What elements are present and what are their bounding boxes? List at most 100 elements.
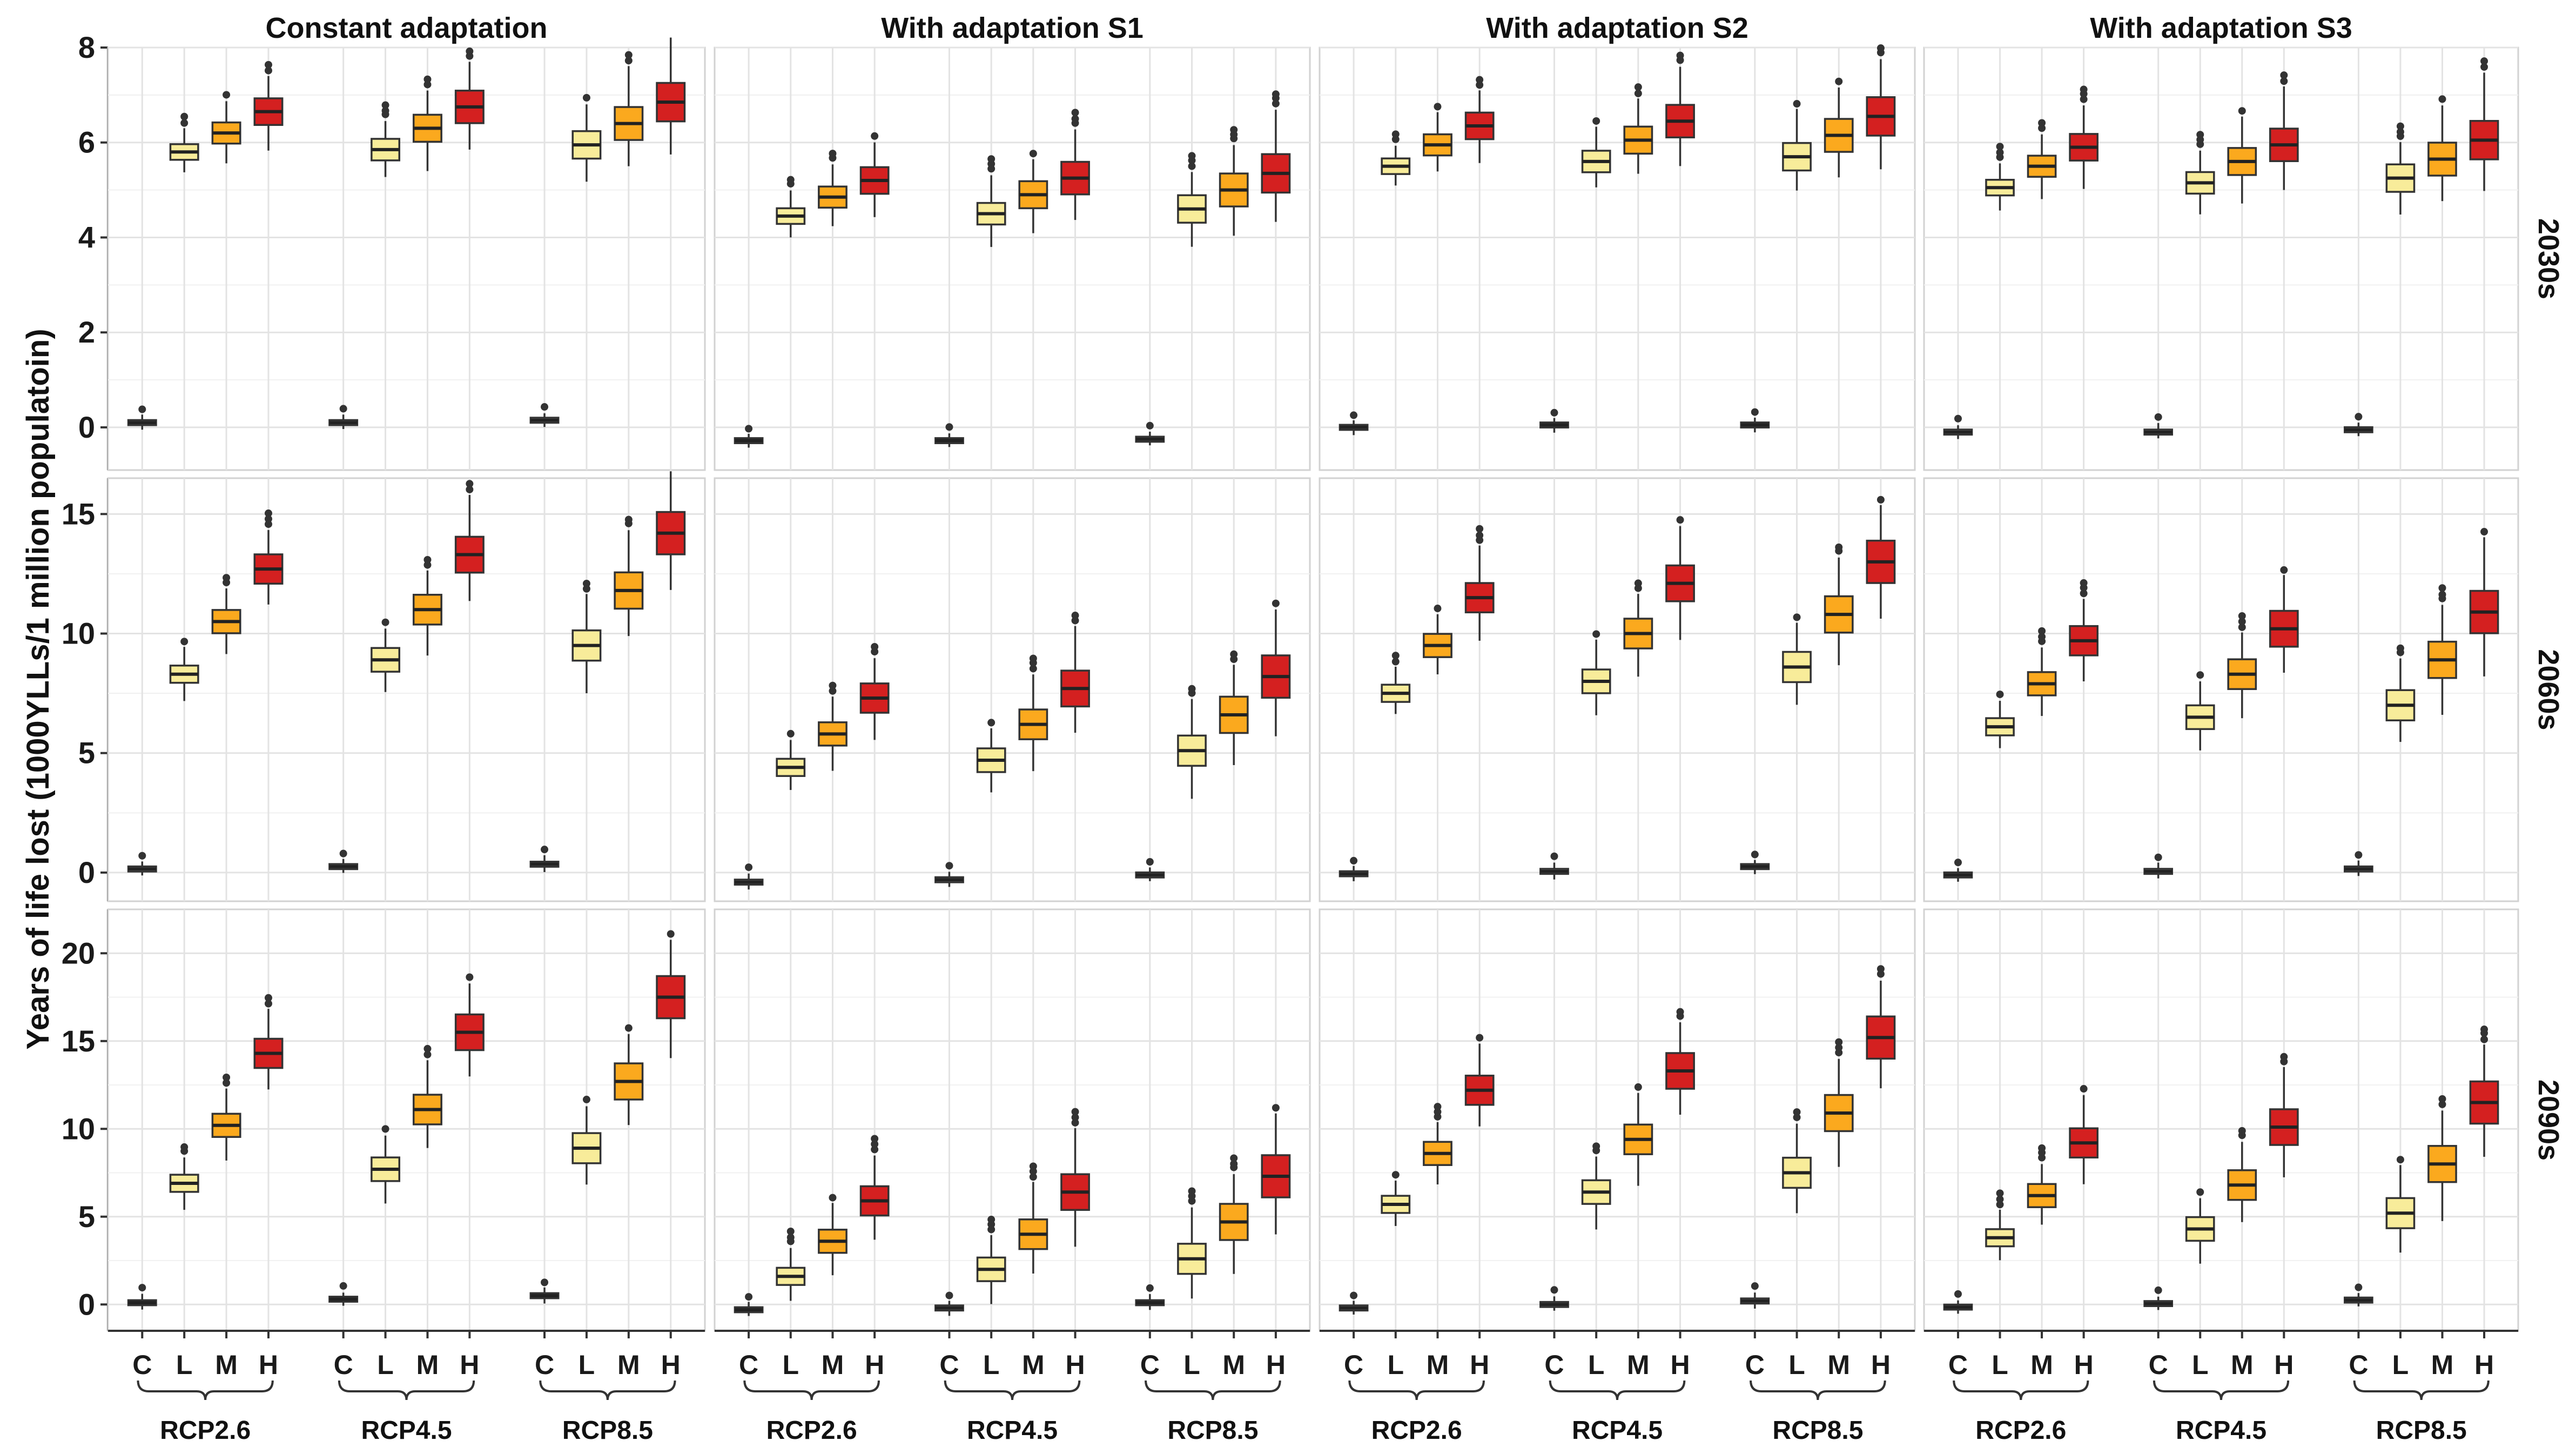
outlier-point bbox=[2080, 589, 2088, 598]
outlier-point bbox=[180, 119, 189, 127]
outlier-point bbox=[1954, 1290, 1962, 1298]
x-tick-label: L bbox=[377, 1350, 394, 1380]
group-label-RCP2.6: RCP2.6 bbox=[1975, 1416, 2066, 1445]
outlier-point bbox=[423, 75, 432, 83]
outlier-point bbox=[2438, 591, 2446, 599]
outlier-point bbox=[745, 1293, 753, 1301]
outlier-point bbox=[786, 1234, 795, 1242]
x-tick-label: C bbox=[132, 1350, 152, 1380]
outlier-point bbox=[786, 729, 795, 738]
group-label-RCP4.5: RCP4.5 bbox=[2176, 1416, 2266, 1445]
outlier-point bbox=[2080, 579, 2088, 587]
outlier-point bbox=[2480, 1026, 2488, 1034]
outlier-point bbox=[1793, 1113, 1801, 1121]
outlier-point bbox=[1029, 1162, 1037, 1170]
outlier-point bbox=[1476, 531, 1484, 539]
column-title-2: With adaptation S1 bbox=[881, 12, 1144, 44]
outlier-point bbox=[1793, 100, 1801, 108]
y-tick-label: 5 bbox=[78, 1200, 95, 1234]
outlier-point bbox=[1751, 408, 1759, 416]
outlier-point bbox=[786, 176, 795, 184]
outlier-point bbox=[381, 101, 389, 109]
outlier-point bbox=[1350, 411, 1358, 419]
x-tick-label: L bbox=[1788, 1350, 1805, 1380]
group-bracket bbox=[1549, 1380, 1686, 1401]
x-tick-label: H bbox=[1871, 1350, 1891, 1380]
outlier-point bbox=[2280, 77, 2288, 85]
panel-background bbox=[107, 477, 706, 902]
outlier-point bbox=[945, 862, 953, 870]
outlier-point bbox=[180, 638, 189, 646]
outlier-point bbox=[829, 681, 837, 689]
y-tick-label: 15 bbox=[62, 1024, 95, 1058]
x-tick-label: C bbox=[939, 1350, 959, 1380]
outlier-point bbox=[2396, 1156, 2404, 1164]
x-tick-label: M bbox=[617, 1350, 640, 1380]
outlier-point bbox=[1550, 852, 1558, 860]
x-tick-label: M bbox=[1222, 1350, 1245, 1380]
group-bracket bbox=[539, 1380, 676, 1401]
outlier-point bbox=[1996, 691, 2004, 699]
x-tick-label: L bbox=[176, 1350, 193, 1380]
outlier-point bbox=[624, 51, 633, 59]
outlier-point bbox=[541, 846, 549, 854]
outlier-point bbox=[2238, 107, 2246, 115]
group-bracket bbox=[1348, 1380, 1485, 1401]
outlier-point bbox=[223, 574, 231, 582]
group-label-RCP4.5: RCP4.5 bbox=[361, 1416, 452, 1445]
outlier-point bbox=[1146, 1284, 1154, 1292]
outlier-point bbox=[466, 485, 474, 493]
outlier-point bbox=[423, 1050, 432, 1058]
outlier-point bbox=[2080, 1085, 2088, 1093]
x-tick-label: L bbox=[2392, 1350, 2409, 1380]
x-tick-label: M bbox=[2431, 1350, 2454, 1380]
outlier-point bbox=[1188, 152, 1196, 160]
outlier-point bbox=[1071, 1118, 1079, 1127]
x-tick-label: M bbox=[215, 1350, 238, 1380]
outlier-point bbox=[264, 994, 272, 1002]
outlier-point bbox=[1071, 612, 1079, 620]
x-tick-label: C bbox=[1140, 1350, 1160, 1380]
outlier-point bbox=[1272, 90, 1280, 98]
outlier-point bbox=[2238, 618, 2246, 626]
group-bracket bbox=[1145, 1380, 1281, 1401]
group-bracket bbox=[137, 1380, 274, 1401]
outlier-point bbox=[466, 47, 474, 55]
outlier-point bbox=[1793, 1108, 1801, 1116]
y-tick-label: 10 bbox=[62, 1111, 95, 1145]
x-tick-label: H bbox=[2274, 1350, 2293, 1380]
outlier-point bbox=[1835, 1043, 1843, 1051]
outlier-point bbox=[1751, 850, 1759, 859]
panel-background bbox=[1923, 908, 2519, 1332]
outlier-point bbox=[1434, 605, 1442, 613]
outlier-point bbox=[1634, 83, 1642, 91]
panel-background bbox=[107, 46, 706, 471]
outlier-point bbox=[2154, 1286, 2162, 1294]
group-label-RCP2.6: RCP2.6 bbox=[1371, 1416, 1462, 1445]
x-tick-label: C bbox=[1745, 1350, 1765, 1380]
row-label-2060s: 2060s bbox=[2532, 649, 2565, 730]
outlier-point bbox=[423, 561, 432, 569]
outlier-point bbox=[2038, 124, 2046, 132]
x-tick-label: H bbox=[1266, 1350, 1286, 1380]
panel-background bbox=[1319, 46, 1916, 471]
outlier-point bbox=[1230, 1160, 1238, 1168]
outlier-point bbox=[180, 1143, 189, 1151]
outlier-point bbox=[2480, 1035, 2488, 1043]
outlier-point bbox=[2038, 1144, 2046, 1152]
y-tick-label: 15 bbox=[62, 497, 95, 531]
x-tick-label: L bbox=[1388, 1350, 1404, 1380]
outlier-point bbox=[1272, 99, 1280, 108]
outlier-point bbox=[2154, 413, 2162, 421]
outlier-point bbox=[1592, 117, 1600, 125]
outlier-point bbox=[264, 509, 272, 517]
x-tick-label: C bbox=[334, 1350, 353, 1380]
outlier-point bbox=[582, 93, 590, 102]
outlier-point bbox=[2196, 671, 2204, 679]
outlier-point bbox=[1146, 857, 1154, 866]
y-tick-label: 6 bbox=[78, 125, 95, 159]
y-tick-label: 10 bbox=[62, 617, 95, 651]
outlier-point bbox=[2238, 1127, 2246, 1135]
outlier-point bbox=[2280, 566, 2288, 574]
